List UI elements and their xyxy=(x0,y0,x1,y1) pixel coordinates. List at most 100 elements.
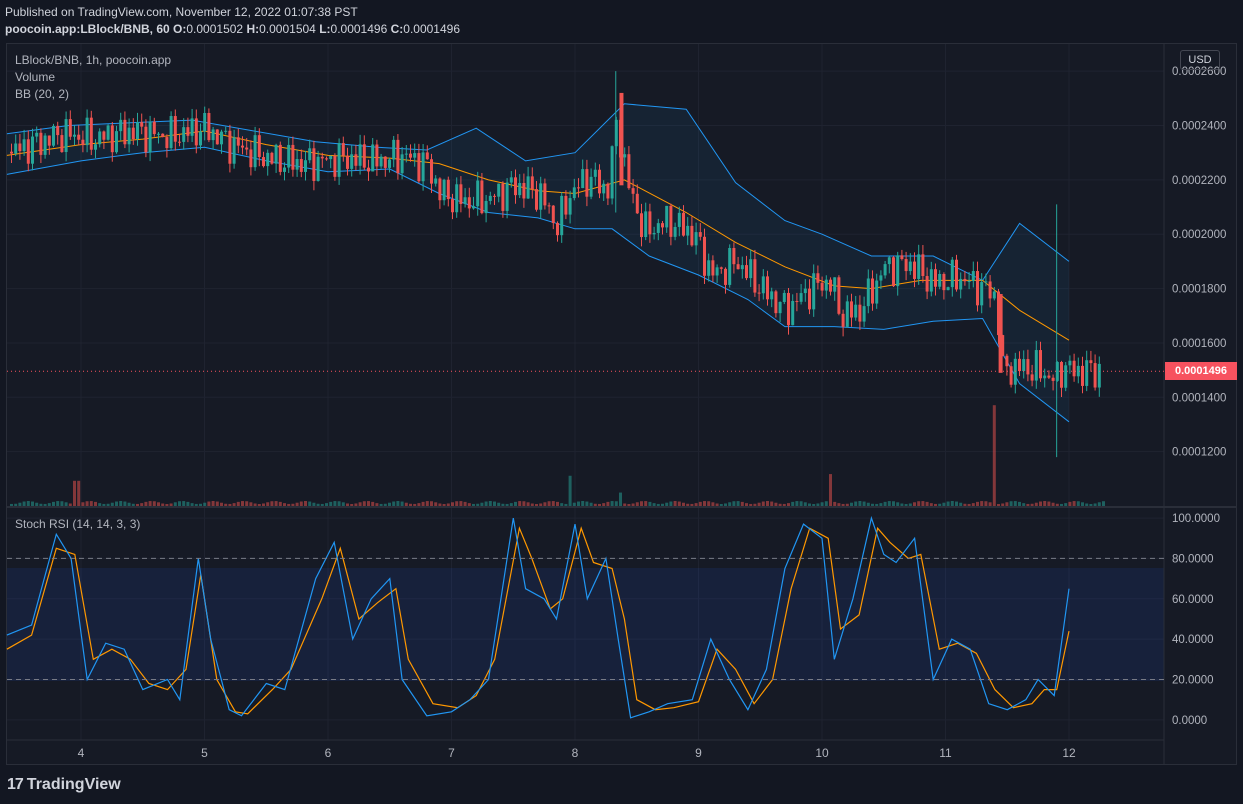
candle-body xyxy=(589,176,593,197)
candle xyxy=(568,190,572,224)
candle xyxy=(980,273,984,314)
currency-button[interactable]: USD xyxy=(1180,50,1220,70)
candle xyxy=(707,253,711,282)
candle xyxy=(182,118,186,150)
candle-body xyxy=(26,139,30,164)
candle xyxy=(1043,368,1047,388)
candle-body xyxy=(539,183,543,210)
candle-body xyxy=(362,144,366,168)
candle-body xyxy=(463,197,467,204)
candle xyxy=(173,109,177,151)
candle xyxy=(598,164,601,199)
candle xyxy=(199,123,202,150)
legend-volume[interactable]: Volume xyxy=(15,70,56,84)
legend-stoch[interactable]: Stoch RSI (14, 14, 3, 3) xyxy=(15,517,141,531)
candle-body xyxy=(274,144,278,164)
volume-bar xyxy=(1093,503,1097,506)
volume-bar xyxy=(287,503,291,506)
candle-body xyxy=(522,182,526,199)
legend-bb[interactable]: BB (20, 2) xyxy=(15,87,70,101)
candle xyxy=(81,130,85,153)
candle-body xyxy=(497,183,501,197)
candle-body xyxy=(803,288,807,294)
candle-body xyxy=(640,213,643,238)
volume-bar xyxy=(1013,501,1017,506)
candle-body xyxy=(761,276,765,294)
volume-bar xyxy=(623,503,627,506)
candle-body xyxy=(971,271,975,282)
candle xyxy=(883,260,887,279)
tradingview-logo[interactable]: 17 TradingView xyxy=(7,776,121,794)
candle xyxy=(896,251,900,296)
candle-body xyxy=(602,183,606,194)
candle xyxy=(715,264,719,283)
candle-body xyxy=(241,145,244,148)
volume-bar xyxy=(346,503,349,506)
volume-bar xyxy=(904,503,908,506)
candle xyxy=(350,145,354,177)
candle-body xyxy=(266,152,270,167)
candle-body xyxy=(64,119,68,153)
volume-bar xyxy=(858,501,862,506)
candle xyxy=(1047,370,1051,380)
candle-body xyxy=(883,264,887,276)
candle-body xyxy=(220,131,223,145)
candle xyxy=(913,252,916,288)
y-tick-label: 0.0002200 xyxy=(1172,175,1226,187)
candle xyxy=(375,139,379,176)
candle-body xyxy=(841,313,845,327)
candle xyxy=(228,124,232,173)
candle-body xyxy=(547,205,551,207)
volume-bar xyxy=(673,501,677,506)
candle-body xyxy=(644,211,648,238)
volume-bar xyxy=(770,501,774,506)
candle xyxy=(871,270,874,311)
candle-body xyxy=(938,273,942,287)
candle xyxy=(161,133,165,138)
candle xyxy=(535,181,538,212)
volume-bar xyxy=(203,502,207,506)
legend-title[interactable]: LBlock/BNB, 1h, poocoin.app xyxy=(15,53,172,67)
open-label: O: xyxy=(173,22,187,36)
volume-bar xyxy=(896,502,900,506)
candle xyxy=(942,272,946,300)
volume-bar xyxy=(1072,501,1076,506)
candle-body xyxy=(1081,365,1084,386)
candle xyxy=(392,135,396,168)
volume-bar xyxy=(803,502,807,506)
candle-body xyxy=(963,278,967,282)
candle-body xyxy=(572,187,576,199)
candle xyxy=(64,111,68,162)
candle xyxy=(1064,361,1068,392)
candle-body xyxy=(892,257,895,287)
candle-body xyxy=(375,144,379,167)
stoch-y-tick-label: 80.0000 xyxy=(1172,553,1214,565)
high-label: H: xyxy=(246,22,260,36)
candle-body xyxy=(325,158,328,160)
volume-bar xyxy=(988,502,992,506)
candle xyxy=(925,267,929,300)
volume-bar xyxy=(73,480,76,506)
footer-bar xyxy=(0,766,1243,804)
volume-bar xyxy=(241,501,244,506)
candle-body xyxy=(35,132,39,137)
volume-bar xyxy=(955,501,958,506)
volume-bar xyxy=(854,501,858,506)
candle xyxy=(703,228,706,285)
volume-bar xyxy=(808,503,811,506)
candle-body xyxy=(224,130,228,132)
candle xyxy=(984,273,988,287)
candle xyxy=(946,286,950,291)
candle-body xyxy=(157,133,160,135)
candle-body xyxy=(896,255,900,287)
volume-bar xyxy=(194,503,198,506)
candle xyxy=(959,272,963,299)
candle-body xyxy=(770,291,774,300)
volume-bar xyxy=(1097,502,1101,506)
volume-bar xyxy=(686,503,690,506)
candle-body xyxy=(85,117,89,146)
candle xyxy=(614,116,618,155)
volume-bar xyxy=(316,503,320,506)
candle-body xyxy=(299,158,303,172)
